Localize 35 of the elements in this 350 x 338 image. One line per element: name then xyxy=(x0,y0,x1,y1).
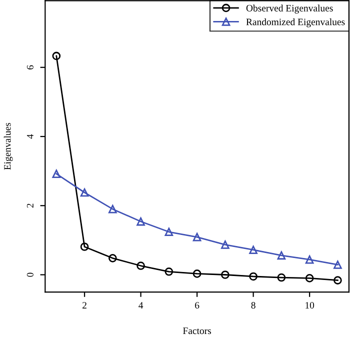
y-tick-label: 0 xyxy=(26,272,34,277)
point xyxy=(164,228,174,236)
point xyxy=(136,262,145,270)
x-tick-label: 4 xyxy=(138,302,144,308)
point xyxy=(277,273,286,282)
point xyxy=(164,267,174,276)
x-tick-label: 2 xyxy=(82,302,86,308)
x-tick-label: 6 xyxy=(195,302,200,309)
point xyxy=(192,232,202,242)
point xyxy=(136,217,145,226)
point xyxy=(305,274,314,282)
y-tick-label: 6 xyxy=(26,65,34,70)
y-tick-label: 2 xyxy=(26,204,34,208)
point xyxy=(249,246,258,254)
point xyxy=(80,242,89,251)
point xyxy=(80,188,89,197)
point xyxy=(52,170,61,178)
point xyxy=(108,254,117,262)
point xyxy=(221,270,230,279)
y-axis-title: Eigenvalues xyxy=(4,122,13,170)
y-tick-label: 4 xyxy=(26,134,34,139)
x-tick-label: 8 xyxy=(251,302,256,309)
point xyxy=(334,276,342,284)
point xyxy=(277,251,286,260)
point xyxy=(221,240,230,249)
x-axis-title: Factors xyxy=(183,328,212,334)
point xyxy=(108,204,117,214)
point xyxy=(249,272,258,281)
point xyxy=(334,260,342,269)
point xyxy=(52,52,61,60)
point xyxy=(192,270,202,278)
x-tick-label: 10 xyxy=(306,302,314,309)
point xyxy=(305,255,314,264)
legend-label: Randomized Eigenvalues xyxy=(246,18,345,28)
legend-label: Observed Eigenvalues xyxy=(246,4,333,14)
